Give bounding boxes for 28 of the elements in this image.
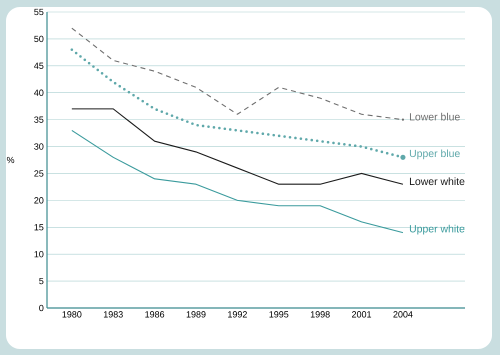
series-label: Lower white [410,177,464,186]
x-tick-label: 1983 [104,311,123,318]
y-tick-label: 25 [34,170,44,177]
y-tick-label: 0 [39,304,44,312]
x-tick-label: 2004 [393,311,413,318]
x-tick-label: 1989 [186,311,206,318]
line-series [71,130,404,234]
y-tick-label: 30 [34,143,44,150]
y-tick-label: 45 [34,62,44,69]
series-label: Lower blue [410,112,460,120]
y-tick-label: 10 [34,251,44,258]
x-tick-label: 1998 [310,311,330,318]
y-tick-label: 5 [39,278,44,284]
x-tick-label: 1986 [145,311,164,318]
y-tick-label: 35 [34,116,44,123]
series-label: Upper white [410,224,464,235]
y-tick-label: 50 [34,36,44,42]
x-tick-label: 2001 [352,311,372,318]
y-tick-label: 55 [34,8,44,16]
x-tick-label: 1980 [62,311,82,318]
y-tick-label: 40 [34,90,44,96]
line-series [71,108,404,185]
x-tick-label: 1992 [228,311,247,318]
y-tick-label: 15 [34,224,44,230]
x-tick-label: 1995 [269,311,288,318]
y-axis-title: % [6,156,14,164]
series-label: Upper blue [410,149,460,160]
y-tick-label: 20 [34,197,44,204]
